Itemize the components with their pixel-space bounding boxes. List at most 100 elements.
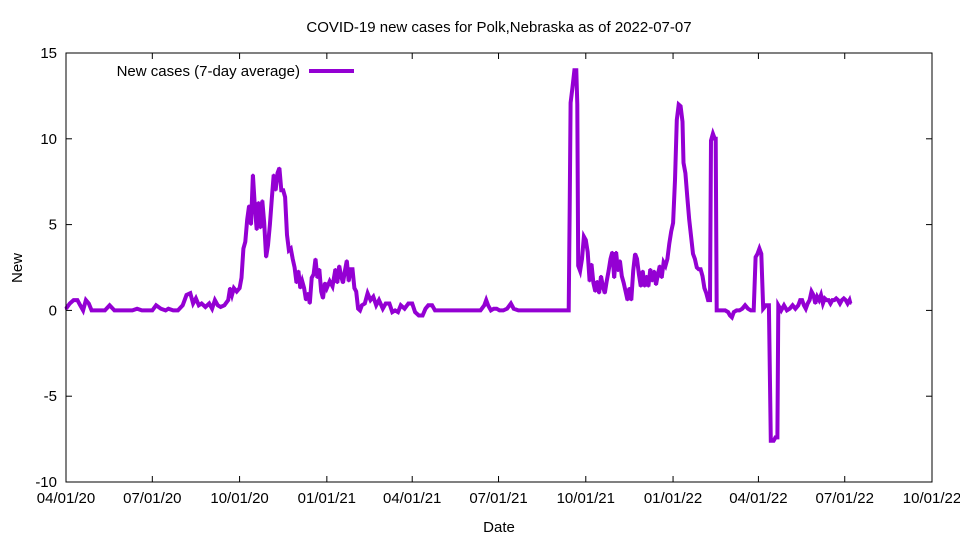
x-tick-label: 01/01/22: [644, 490, 702, 507]
y-tick-label: 5: [49, 217, 57, 234]
data-point: [769, 439, 772, 442]
x-tick-label: 07/01/22: [816, 490, 874, 507]
data-point: [424, 307, 427, 310]
data-point: [291, 257, 294, 261]
data-point: [331, 285, 334, 288]
data-point: [637, 273, 641, 276]
data-point: [321, 297, 325, 300]
data-point: [829, 302, 832, 305]
data-point: [384, 302, 387, 305]
data-point: [164, 309, 167, 312]
data-point: [580, 257, 584, 261]
data-point: [285, 233, 289, 237]
data-point: [293, 266, 296, 269]
data-point: [603, 292, 606, 295]
data-point: [601, 285, 605, 288]
data-point: [732, 310, 735, 314]
legend-label: New cases (7-day average): [117, 63, 300, 80]
data-point: [242, 247, 245, 250]
data-point: [343, 269, 347, 273]
data-point: [159, 307, 163, 310]
plot-frame: [65, 52, 933, 483]
data-point: [624, 290, 627, 293]
data-point: [652, 269, 656, 273]
data-point: [597, 292, 601, 295]
data-point: [485, 298, 488, 302]
chart-title: COVID-19 new cases for Polk,Nebraska as …: [306, 19, 691, 36]
data-point: [780, 309, 783, 312]
data-point: [351, 268, 354, 271]
data-point: [339, 274, 343, 278]
data-point: [691, 252, 695, 255]
data-point: [181, 304, 184, 307]
data-point: [289, 247, 292, 250]
data-point: [334, 268, 337, 271]
data-point: [556, 309, 559, 312]
data-point: [613, 276, 616, 279]
data-point: [804, 307, 807, 310]
data-point: [575, 69, 578, 72]
data-point: [842, 297, 845, 300]
data-point: [219, 305, 222, 309]
data-point: [726, 310, 730, 314]
data-point: [266, 244, 270, 247]
data-point: [715, 309, 718, 312]
data-point: [223, 304, 226, 307]
data-point: [282, 189, 285, 192]
data-point: [705, 292, 708, 295]
data-point: [605, 280, 608, 283]
data-point: [472, 309, 476, 312]
data-point: [185, 293, 188, 297]
data-point: [616, 269, 620, 273]
data-point: [232, 286, 236, 290]
data-point: [135, 307, 139, 310]
data-point: [633, 252, 637, 255]
data-point: [682, 161, 685, 164]
data-point: [208, 302, 211, 305]
data-point: [752, 309, 755, 312]
data-point: [630, 298, 633, 302]
data-point: [821, 302, 825, 305]
data-point: [754, 256, 757, 259]
data-point: [599, 274, 603, 278]
data-point: [649, 268, 652, 271]
data-point: [246, 218, 249, 221]
data-point: [280, 189, 283, 192]
data-point: [596, 280, 599, 283]
data-point: [662, 261, 665, 264]
data-point: [295, 281, 298, 285]
data-point: [584, 238, 587, 242]
data-point: [817, 298, 821, 302]
data-point: [578, 269, 582, 273]
data-point: [749, 309, 752, 312]
x-tick-label: 07/01/20: [123, 490, 181, 507]
data-point: [656, 273, 660, 276]
series-layer: [64, 68, 853, 443]
data-point: [512, 307, 515, 310]
data-point: [844, 298, 847, 302]
data-point: [724, 309, 727, 312]
data-point: [257, 201, 260, 204]
data-point: [320, 290, 323, 293]
data-point: [846, 302, 849, 305]
data-point: [238, 286, 241, 290]
data-point: [417, 314, 420, 317]
data-point: [833, 298, 836, 302]
data-point: [113, 309, 116, 312]
data-point: [849, 302, 852, 305]
data-point: [693, 257, 697, 261]
data-point: [594, 290, 597, 293]
data-point: [240, 276, 243, 279]
data-point: [592, 281, 595, 285]
data-point: [675, 118, 678, 122]
data-point: [791, 304, 794, 307]
data-point: [495, 307, 498, 310]
data-point: [639, 285, 642, 288]
data-point: [377, 298, 381, 302]
data-point: [526, 309, 530, 312]
data-point: [151, 309, 154, 312]
data-point: [835, 297, 838, 300]
data-point: [253, 204, 256, 207]
series-points: [64, 69, 852, 442]
